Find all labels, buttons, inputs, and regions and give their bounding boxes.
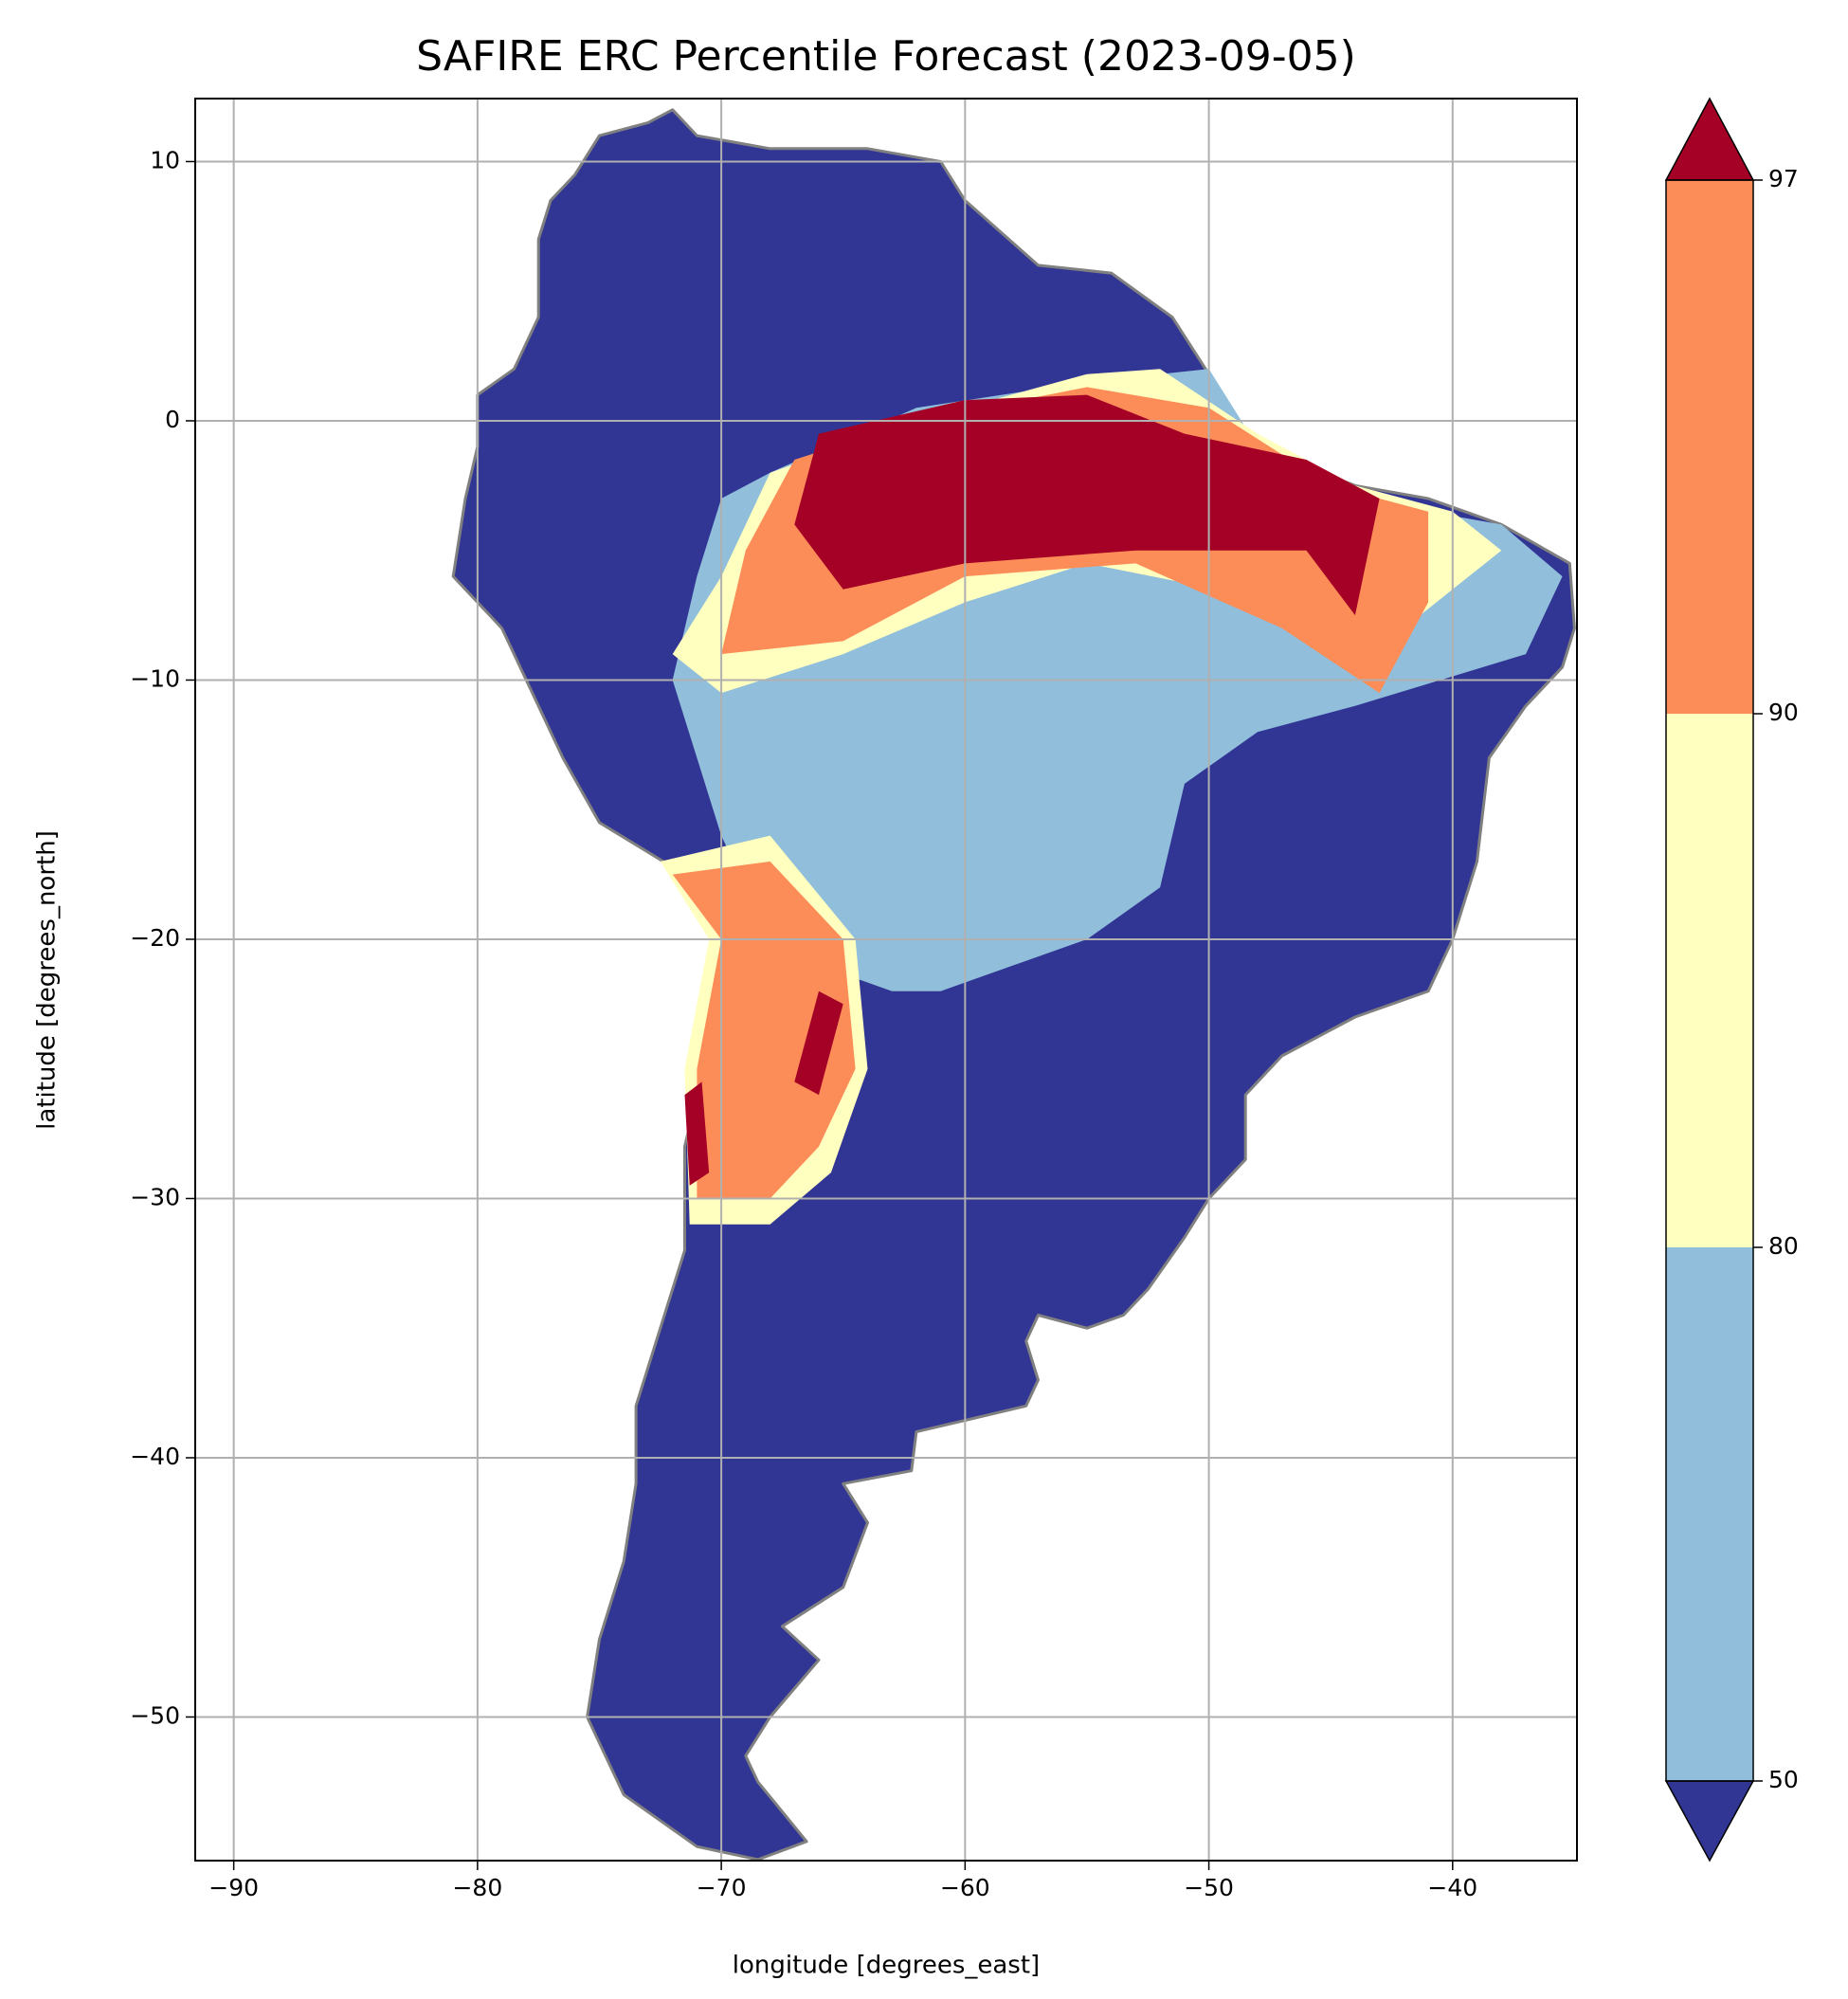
colorbar-segment	[1666, 714, 1753, 1247]
y-tick-label: −40	[130, 1443, 180, 1470]
colorbar-tick-label: 90	[1768, 699, 1799, 726]
colorbar-segment	[1666, 1247, 1753, 1781]
y-axis-label: latitude [degrees_north]	[33, 830, 62, 1130]
x-tick-label: −60	[940, 1874, 990, 1901]
y-tick-label: 0	[165, 406, 180, 433]
chart-title: SAFIRE ERC Percentile Forecast (2023-09-…	[416, 32, 1356, 81]
map-region	[451, 108, 1576, 1861]
colorbar-tick-label: 97	[1768, 165, 1799, 192]
x-axis-label: longitude [degrees_east]	[733, 1952, 1040, 1980]
map	[451, 108, 1576, 1861]
map-region	[684, 1081, 710, 1186]
x-tick-label: −70	[697, 1874, 747, 1901]
colorbar-extend-low	[1664, 1780, 1755, 1863]
colorbar-tick-label: 50	[1768, 1766, 1799, 1793]
colorbar-tick-label: 80	[1768, 1232, 1799, 1260]
colorbar-extend-high	[1664, 97, 1755, 181]
y-tick-label: 10	[150, 146, 180, 173]
x-tick-label: −40	[1427, 1874, 1477, 1901]
map-region	[672, 861, 856, 1199]
x-tick-label: −90	[208, 1874, 259, 1901]
map-region	[794, 394, 1380, 616]
plot-frame	[194, 98, 1578, 1862]
y-tick-label: −10	[130, 664, 180, 692]
y-tick-label: −30	[130, 1183, 180, 1210]
x-tick-label: −50	[1184, 1874, 1234, 1901]
y-tick-label: −20	[130, 924, 180, 952]
colorbar-segment	[1666, 180, 1753, 714]
colorbar-frame	[1665, 179, 1754, 1782]
x-tick-label: −80	[452, 1874, 502, 1901]
y-tick-label: −50	[130, 1701, 180, 1729]
map-region	[794, 990, 843, 1096]
